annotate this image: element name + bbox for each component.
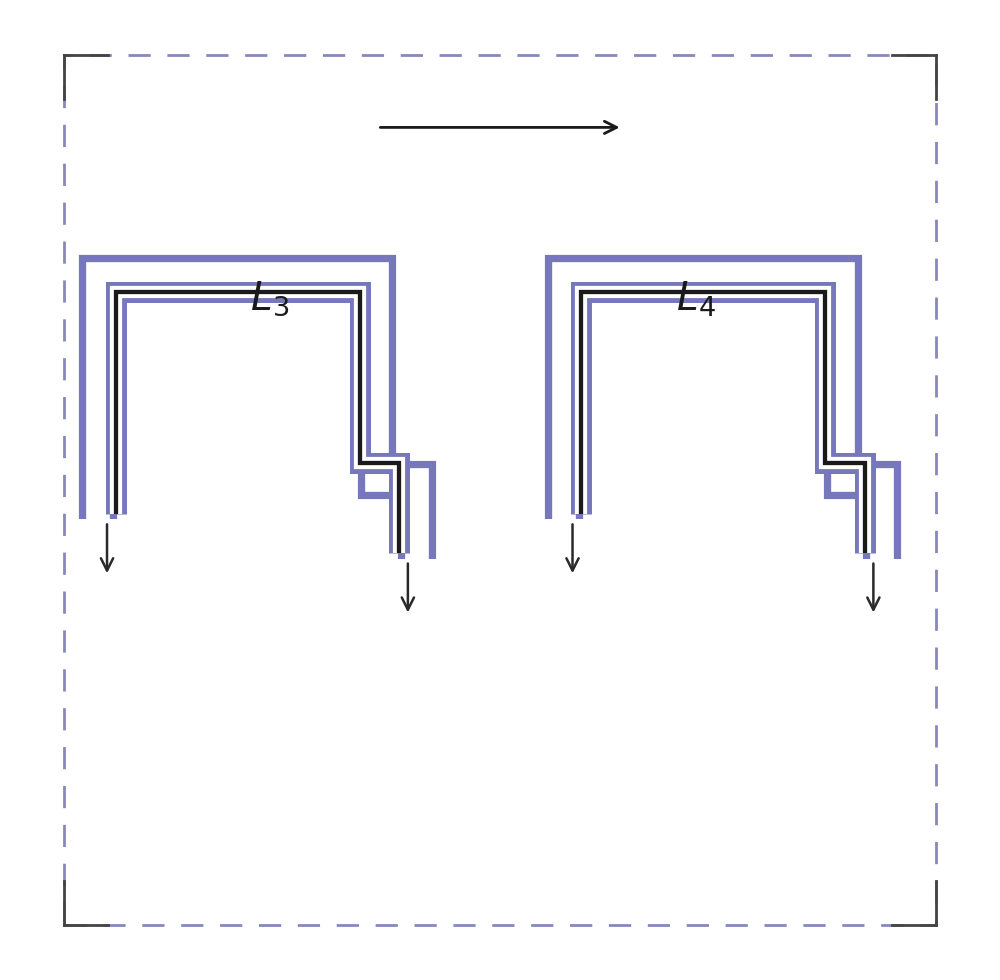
Text: $\mathbf{\mathit{L}}_{3}$: $\mathbf{\mathit{L}}_{3}$ bbox=[250, 279, 289, 318]
Bar bbox=[64, 55, 936, 925]
Text: $\mathbf{\mathit{L}}_{4}$: $\mathbf{\mathit{L}}_{4}$ bbox=[676, 279, 716, 318]
